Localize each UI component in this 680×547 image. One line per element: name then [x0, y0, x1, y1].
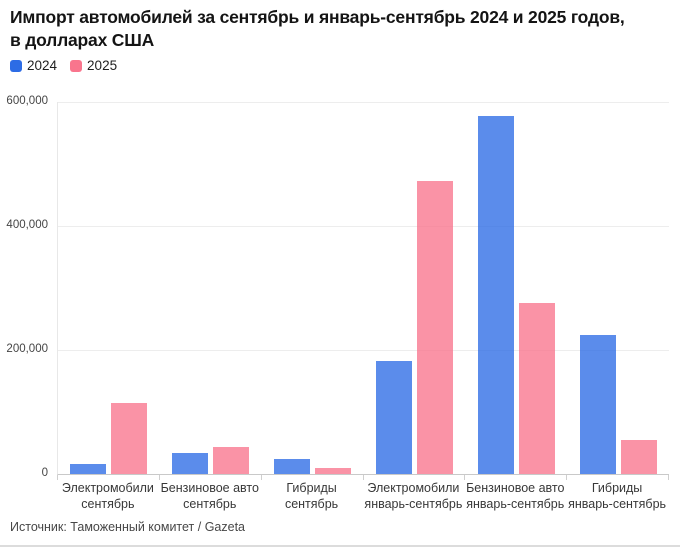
gridline — [58, 350, 669, 351]
bar-2024-category-4[interactable] — [375, 361, 412, 474]
x-axis-tick — [260, 475, 262, 480]
x-axis-category-label: Гибриды январь-сентябрь — [568, 481, 667, 512]
x-axis-category-label: Электромобили январь-сентябрь — [364, 481, 463, 512]
y-axis-tick-label: 400,000 — [6, 219, 48, 231]
bar-2025-category-2[interactable] — [213, 447, 250, 474]
x-axis-category-label: Бензиновое авто сентябрь — [160, 481, 259, 512]
gridline — [58, 226, 669, 227]
legend-item-2024[interactable]: 2024 — [10, 58, 57, 73]
y-axis-tick-label: 200,000 — [6, 343, 48, 355]
x-axis-category-label: Электромобили сентябрь — [61, 481, 154, 512]
bar-2024-category-6[interactable] — [579, 335, 616, 474]
legend: 2024 2025 — [10, 58, 117, 73]
bar-2024-category-3[interactable] — [274, 459, 311, 474]
x-axis-tick — [158, 475, 160, 480]
bar-2024-category-1[interactable] — [70, 464, 107, 474]
x-axis-tick — [668, 475, 669, 480]
y-axis-tick-label: 0 — [41, 467, 48, 479]
bar-2025-category-6[interactable] — [620, 439, 657, 474]
legend-swatch-icon — [10, 59, 22, 72]
x-axis-category-label: Гибриды сентябрь — [284, 481, 339, 512]
x-axis-category-label: Бензиновое авто январь-сентябрь — [466, 481, 565, 512]
page-title: Импорт автомобилей за сентябрь и январь-… — [10, 7, 625, 51]
plot-area — [57, 102, 669, 475]
y-axis-tick-label: 600,000 — [6, 95, 48, 107]
bar-2025-category-5[interactable] — [518, 302, 555, 474]
x-axis-tick — [464, 475, 466, 480]
bar-2024-category-2[interactable] — [172, 452, 209, 474]
source-note: Источник: Таможенный комитет / Gazeta — [10, 520, 246, 534]
x-axis-tick — [362, 475, 364, 480]
legend-swatch-icon — [70, 59, 83, 72]
legend-item-2025[interactable]: 2025 — [70, 58, 117, 73]
bar-2025-category-3[interactable] — [315, 468, 352, 474]
legend-item-label: 2024 — [27, 58, 58, 73]
bar-2025-category-4[interactable] — [416, 180, 453, 474]
bar-2025-category-1[interactable] — [111, 402, 148, 474]
gridline — [58, 102, 669, 103]
bar-2024-category-5[interactable] — [477, 115, 514, 474]
legend-item-label: 2025 — [87, 58, 118, 73]
x-axis-tick — [566, 475, 568, 480]
x-axis-tick — [57, 475, 58, 480]
